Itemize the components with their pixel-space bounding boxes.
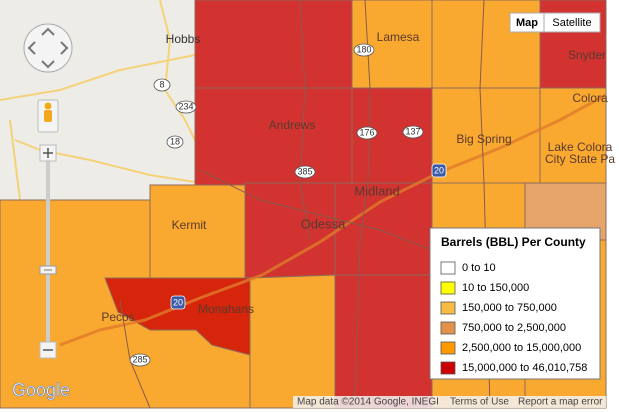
road-shield: 18 — [170, 136, 180, 146]
county — [194, 0, 353, 89]
road-shield: 176 — [359, 127, 374, 137]
county — [194, 87, 353, 186]
street-view-pegman[interactable] — [37, 99, 59, 133]
legend-swatch — [440, 301, 456, 315]
legend-items: 0 to 10 10 to 150,000 150,000 to 750,000 75… — [440, 261, 587, 375]
road-shield: 20 — [434, 165, 444, 175]
new-mexico-area — [0, 0, 195, 200]
place-label: City State Pa — [545, 152, 615, 166]
legend-label: 0 to 10 — [462, 262, 496, 274]
road-shield: 180 — [356, 44, 371, 54]
legend-swatch — [440, 321, 456, 335]
zoom-slider-handle[interactable] — [39, 265, 57, 275]
place-label: Lake Colora — [548, 140, 613, 154]
place-label: Big Spring — [456, 132, 511, 146]
place-label: Kermit — [172, 218, 207, 232]
place-label: Snyder — [568, 48, 606, 62]
legend-label: 2,500,000 to 15,000,000 — [462, 342, 581, 354]
place-label: Midland — [354, 183, 400, 198]
place-label: Odessa — [301, 216, 347, 231]
interstate-shields — [170, 163, 447, 310]
road-shield: 20 — [173, 297, 183, 307]
legend-label: 150,000 to 750,000 — [462, 302, 557, 314]
place-label: Andrews — [269, 118, 316, 132]
map-button-label[interactable]: Map — [516, 17, 538, 29]
satellite-button[interactable] — [543, 12, 601, 33]
terms-link[interactable]: Terms of Use — [450, 397, 509, 408]
legend-label: 15,000,000 to 46,010,758 — [462, 362, 587, 374]
pan-control[interactable] — [23, 23, 73, 73]
place-label: Monahans — [198, 302, 254, 316]
attribution-bar — [293, 396, 606, 408]
map-data: Map data ©2014 Google, INEGI — [297, 397, 439, 408]
legend-box — [429, 227, 601, 380]
road-shields — [129, 43, 424, 367]
zoom-in[interactable] — [39, 144, 57, 162]
report-link[interactable]: Report a map error — [518, 397, 603, 408]
road-shield: 385 — [297, 166, 312, 176]
road-shield: 8 — [159, 79, 164, 89]
legend-label: 10 to 150,000 — [462, 282, 529, 294]
map-type-control — [509, 12, 601, 33]
google-logo[interactable]: Google — [12, 379, 71, 400]
county — [334, 274, 433, 409]
place-label: Pecos — [101, 310, 134, 324]
place-label: Hobbs — [166, 32, 201, 46]
road-shield: 234 — [178, 101, 193, 111]
legend-swatch — [440, 281, 456, 295]
place-label: Lamesa — [377, 30, 420, 44]
road-shield: 137 — [405, 126, 420, 136]
legend-label: 750,000 to 2,500,000 — [462, 322, 566, 334]
zoom-out[interactable] — [39, 341, 57, 359]
satellite-button-label[interactable]: Satellite — [552, 17, 591, 29]
legend-swatch — [440, 341, 456, 355]
legend-title: Barrels (BBL) Per County — [441, 235, 586, 249]
county — [249, 274, 336, 409]
legend-swatch — [440, 361, 456, 375]
counties — [0, 0, 607, 409]
road-shield: 285 — [132, 354, 147, 364]
legend-swatch — [440, 261, 456, 275]
place-label: Colora — [572, 91, 608, 105]
